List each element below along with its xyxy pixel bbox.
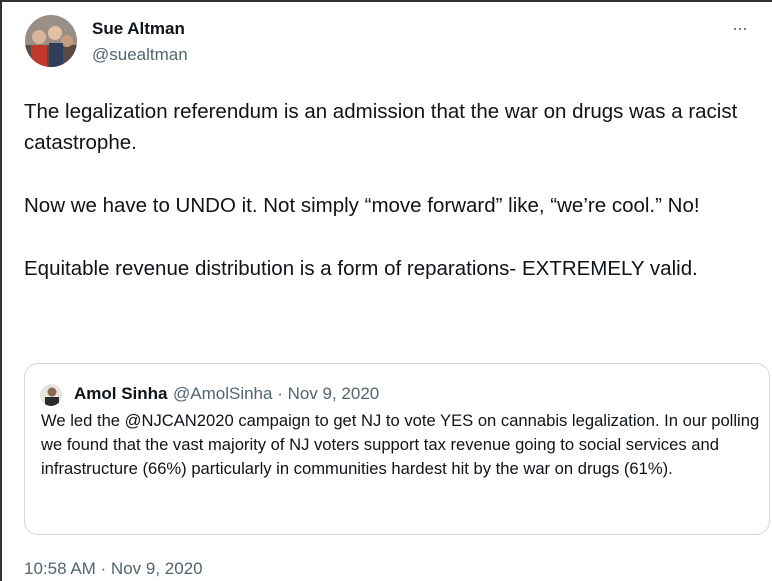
paragraph: The legalization referendum is an admiss… bbox=[24, 96, 769, 158]
tweet-body: The legalization referendum is an admiss… bbox=[24, 96, 769, 316]
quoted-tweet[interactable]: Amol Sinha @AmolSinha · Nov 9, 2020 We l… bbox=[24, 363, 770, 535]
quote-avatar bbox=[40, 384, 62, 406]
author-handle[interactable]: @suealtman bbox=[92, 45, 188, 65]
paragraph: Now we have to UNDO it. Not simply “move… bbox=[24, 190, 769, 221]
paragraph: Equitable revenue distribution is a form… bbox=[24, 253, 769, 284]
quote-text: We led the @NJCAN2020 campaign to get NJ… bbox=[41, 409, 761, 481]
author-avatar[interactable] bbox=[25, 15, 77, 67]
timestamp[interactable]: 10:58 AM · Nov 9, 2020 bbox=[24, 559, 203, 579]
author-name[interactable]: Sue Altman bbox=[92, 19, 185, 39]
page: Sue Altman @suealtman ··· The legalizati… bbox=[0, 0, 772, 581]
more-menu[interactable]: ··· bbox=[732, 18, 747, 39]
quote-handle-date: @AmolSinha · Nov 9, 2020 bbox=[173, 384, 379, 404]
quote-author-name: Amol Sinha bbox=[74, 384, 168, 404]
